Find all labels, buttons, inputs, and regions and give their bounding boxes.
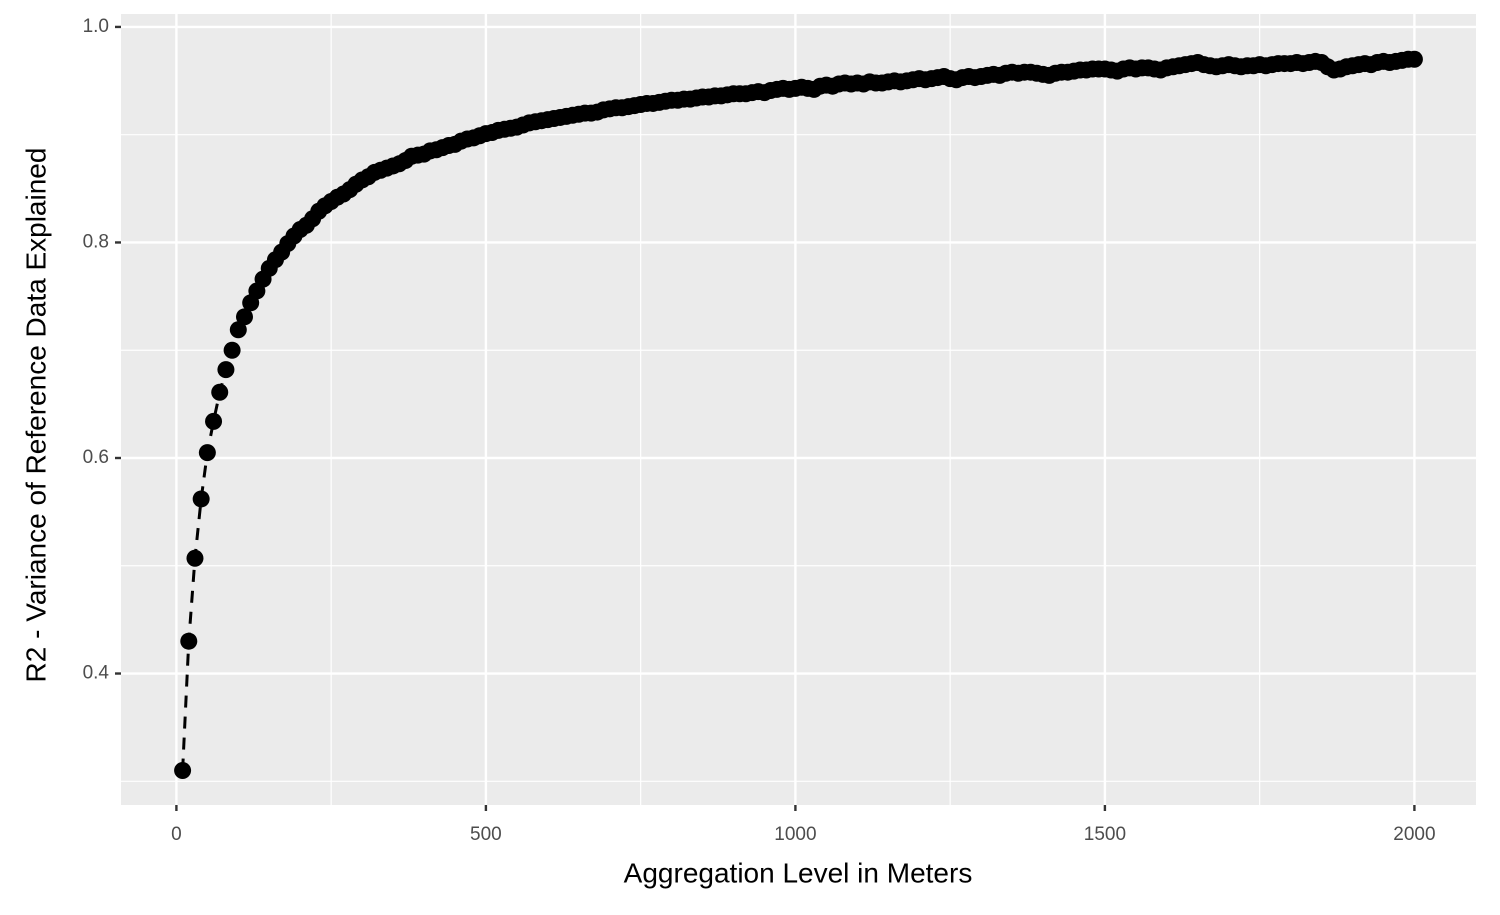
y-tick-label: 0.8 xyxy=(83,231,109,252)
point xyxy=(1405,50,1423,68)
x-tick-label: 1500 xyxy=(1084,824,1126,845)
x-tick-label: 500 xyxy=(470,824,502,845)
point xyxy=(235,308,253,326)
x-tick-label: 0 xyxy=(171,824,182,845)
point xyxy=(205,412,223,430)
point xyxy=(174,762,192,780)
point xyxy=(192,490,210,508)
panel xyxy=(121,14,1476,805)
y-tick-label: 1.0 xyxy=(83,16,109,37)
point xyxy=(211,383,229,401)
point xyxy=(180,632,198,650)
grid xyxy=(121,14,1476,805)
point xyxy=(229,321,247,339)
y-tick-label: 0.6 xyxy=(83,447,109,468)
x-axis-title: Aggregation Level in Meters xyxy=(624,857,973,888)
point xyxy=(223,341,241,359)
x-tick-label: 1000 xyxy=(774,824,816,845)
point xyxy=(186,549,204,567)
point xyxy=(198,444,216,462)
x-tick-label: 2000 xyxy=(1393,824,1435,845)
point xyxy=(217,361,235,379)
y-tick-label: 0.4 xyxy=(83,663,110,684)
marks xyxy=(174,50,1423,780)
y-axis-title: R2 - Variance of Reference Data Explaine… xyxy=(20,148,51,683)
